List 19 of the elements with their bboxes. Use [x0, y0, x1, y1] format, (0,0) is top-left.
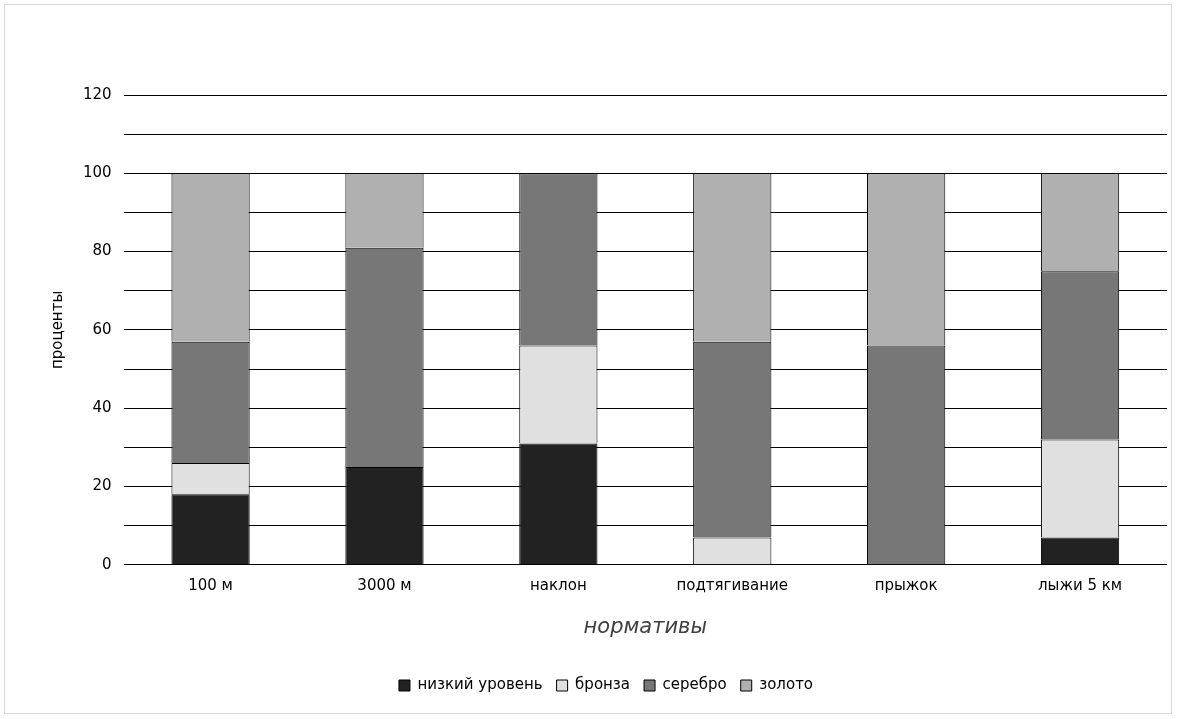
y-tick-label: 120 [82, 84, 112, 103]
x-tick-label: 100 м [188, 575, 233, 594]
legend-label: бронза [575, 675, 631, 694]
y-tick-label: 60 [92, 319, 112, 338]
legend-label: серебро [662, 675, 727, 694]
x-tick-label: подтягивание [676, 575, 789, 594]
x-tick-label: прыжок [874, 575, 938, 594]
y-tick-label: 40 [92, 398, 112, 417]
legend-label: низкий уровень [417, 675, 543, 694]
y-tick-label: 100 [82, 163, 112, 182]
x-tick-label: наклон [530, 575, 587, 594]
x-tick-label: 3000 м [357, 575, 412, 594]
y-tick-label: 80 [92, 241, 112, 260]
y-axis-title: проценты [47, 290, 66, 370]
legend-label: золото [759, 675, 814, 694]
x-axis-title: нормативы [583, 613, 708, 638]
x-tick-label: лыжи 5 км [1037, 575, 1123, 594]
y-tick-label: 0 [102, 554, 112, 573]
y-tick-label: 20 [92, 476, 112, 495]
